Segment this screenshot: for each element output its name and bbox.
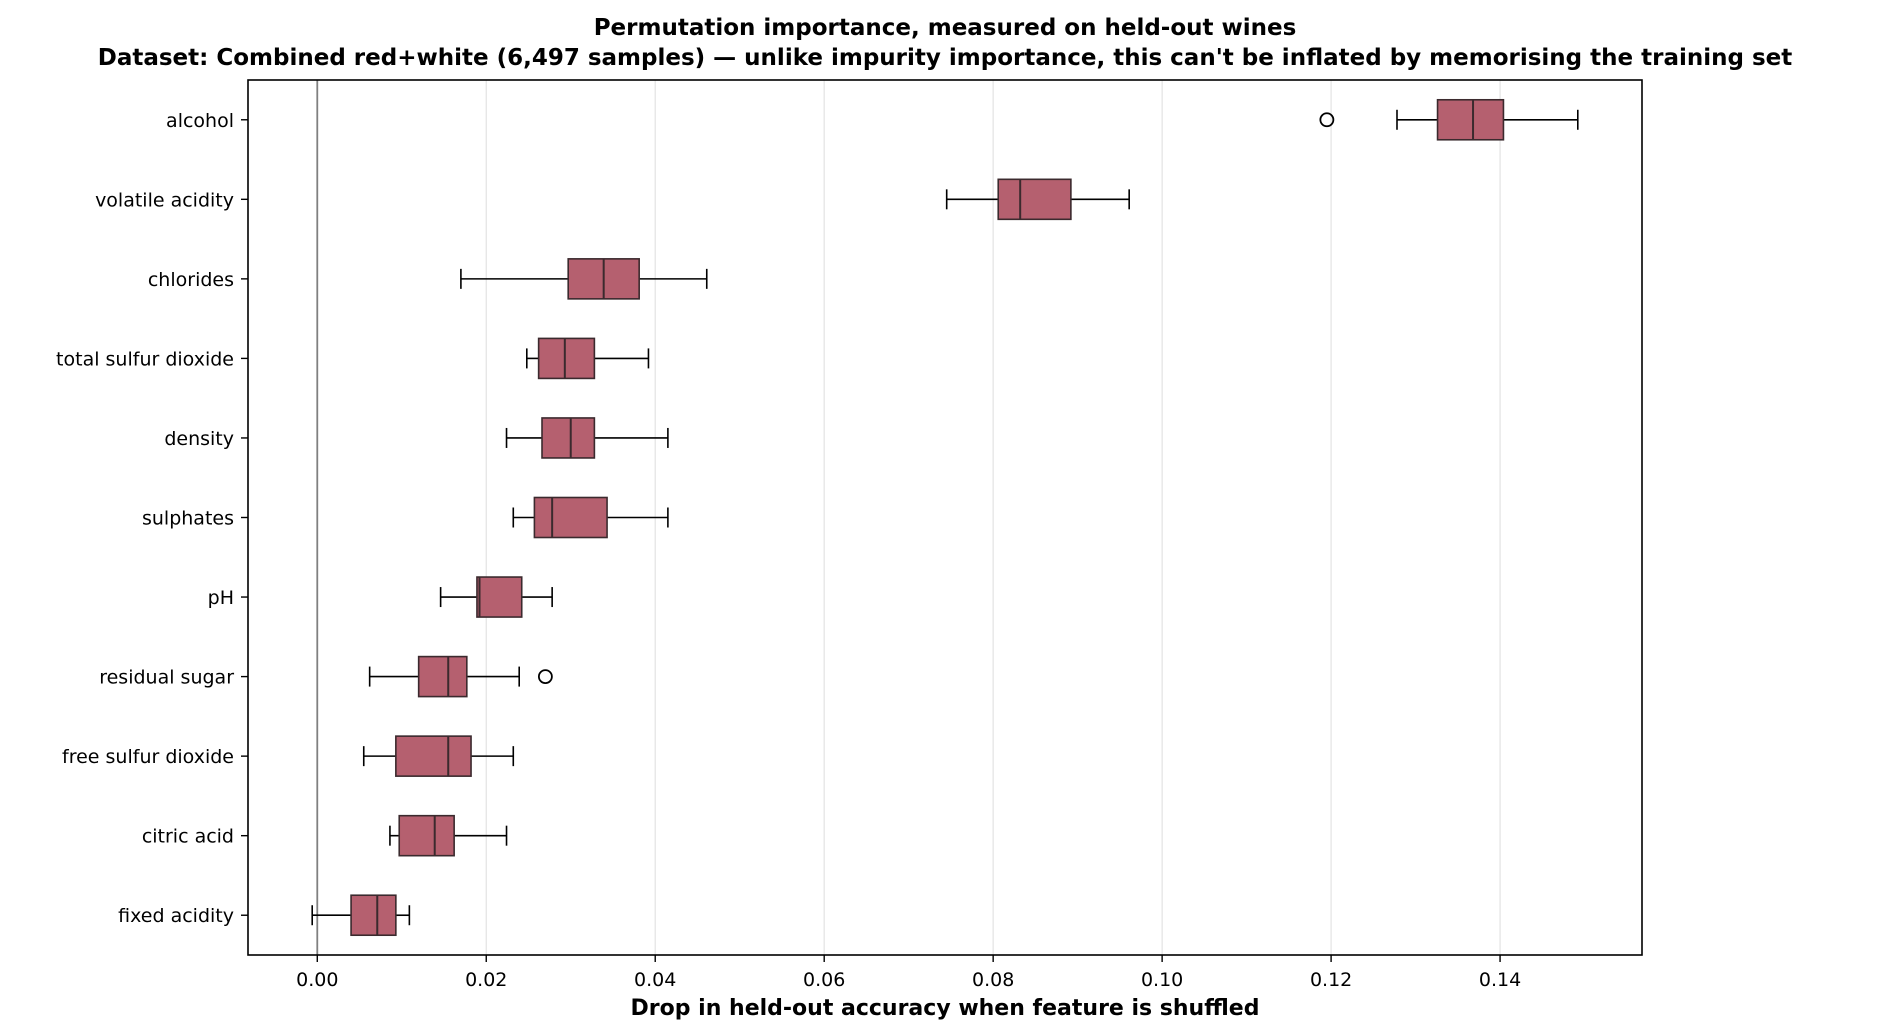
- y-tick-label-chlorides: chlorides: [148, 269, 234, 291]
- iqr-box-density: [541, 417, 596, 459]
- box-citric-acid: [389, 814, 508, 857]
- box-ph: [439, 576, 553, 618]
- chart-title: Permutation importance, measured on held…: [594, 15, 1297, 41]
- y-tick-label-free-sulfur-dioxide: free sulfur dioxide: [62, 746, 234, 768]
- y-tick-label-fixed-acidity: fixed acidity: [118, 905, 234, 927]
- box-density: [505, 417, 669, 459]
- box-fixed-acidity: [311, 894, 411, 937]
- chart-subtitle: Dataset: Combined red+white (6,497 sampl…: [98, 45, 1793, 71]
- iqr-box-volatile-acidity: [997, 178, 1072, 221]
- iqr-box-sulphates: [533, 496, 608, 539]
- box-alcohol: [1319, 98, 1579, 141]
- y-tick-label-sulphates: sulphates: [142, 508, 234, 530]
- x-tick-label-2: 0.04: [634, 969, 676, 991]
- box-sulphates: [512, 496, 669, 539]
- x-axis-ticks: 0.00 0.02 0.04 0.06 0.08 0.10 0.12 0.14: [296, 955, 1521, 991]
- box-total-sulfur-dioxide: [525, 337, 650, 380]
- outlier-residual-sugar-0: [537, 669, 553, 684]
- iqr-box-alcohol: [1436, 98, 1505, 141]
- box-residual-sugar: [368, 655, 553, 698]
- grid-lines: [316, 80, 1501, 955]
- box-plots: [311, 98, 1579, 937]
- y-tick-label-total-sulfur-dioxide: total sulfur dioxide: [56, 348, 234, 370]
- y-tick-label-residual-sugar: residual sugar: [99, 667, 234, 689]
- iqr-box-citric-acid: [398, 814, 455, 857]
- outlier-alcohol-0: [1319, 112, 1335, 128]
- box-volatile-acidity: [945, 178, 1130, 221]
- y-tick-label-density: density: [164, 428, 234, 450]
- x-tick-label-6: 0.12: [1310, 969, 1352, 991]
- y-tick-label-citric-acid: citric acid: [142, 826, 234, 848]
- box-chlorides: [460, 258, 708, 300]
- y-tick-label-alcohol: alcohol: [166, 110, 234, 132]
- x-tick-label-5: 0.10: [1141, 969, 1183, 991]
- iqr-box-residual-sugar: [417, 655, 468, 698]
- iqr-box-ph: [476, 576, 523, 618]
- x-axis-label: Drop in held-out accuracy when feature i…: [631, 996, 1260, 1021]
- iqr-box-fixed-acidity: [350, 894, 397, 937]
- y-tick-label-ph: pH: [208, 587, 234, 609]
- iqr-box-total-sulfur-dioxide: [537, 337, 596, 380]
- x-tick-label-3: 0.06: [803, 969, 845, 991]
- x-tick-label-7: 0.14: [1479, 969, 1521, 991]
- x-tick-label-0: 0.00: [296, 969, 338, 991]
- x-tick-label-4: 0.08: [972, 969, 1014, 991]
- y-tick-label-volatile-acidity: volatile acidity: [95, 189, 234, 211]
- x-tick-label-1: 0.02: [465, 969, 507, 991]
- box-free-sulfur-dioxide: [362, 735, 515, 777]
- iqr-box-free-sulfur-dioxide: [395, 735, 472, 777]
- y-axis-ticks: alcohol volatile acidity chlorides total su…: [56, 110, 248, 927]
